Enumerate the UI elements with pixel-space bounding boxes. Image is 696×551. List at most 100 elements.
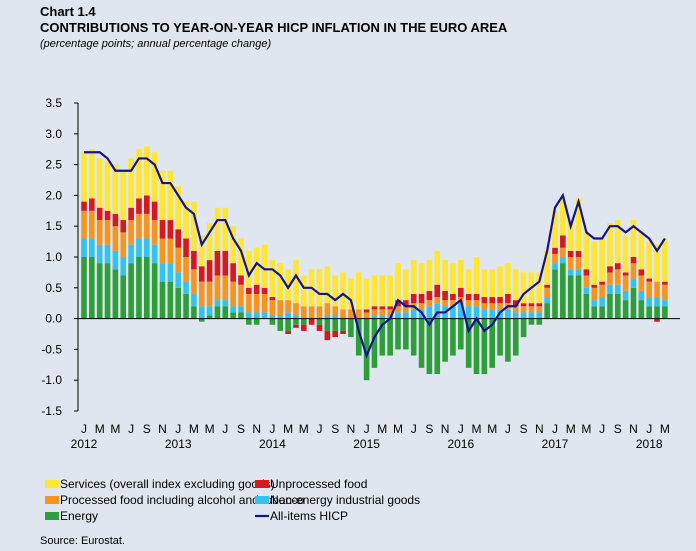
bar-segment: [473, 257, 480, 294]
bar-segment: [230, 226, 236, 264]
bar-segment: [371, 275, 378, 307]
bar-segment: [128, 263, 134, 319]
bar-segment: [269, 297, 276, 301]
bar-segment: [395, 263, 401, 301]
bar-segment: [308, 318, 315, 325]
bar-segment: [410, 309, 417, 319]
x-tick-label: S: [614, 422, 622, 436]
bar-segment: [285, 269, 291, 301]
bar-segment: [662, 281, 668, 285]
bar-segment: [238, 312, 244, 319]
bar-segment: [418, 303, 425, 310]
bar-segment: [191, 306, 197, 319]
bar-segment: [136, 198, 142, 214]
bar-segment: [120, 275, 127, 319]
x-tick-label: N: [535, 422, 544, 436]
bar-segment: [89, 210, 95, 239]
bar-segment: [89, 257, 95, 319]
bar-segment: [583, 275, 590, 288]
bar-segment: [371, 315, 378, 319]
bar-segment: [144, 146, 150, 196]
x-tick-label: M: [377, 422, 387, 436]
bar-segment: [332, 315, 338, 319]
bar-segment: [442, 318, 448, 362]
year-label: 2013: [165, 437, 192, 451]
bar-segment: [434, 284, 441, 298]
bar-segment: [458, 287, 464, 298]
bar-segment: [136, 257, 142, 319]
bar-segment: [434, 318, 441, 375]
bar-segment: [654, 281, 660, 298]
bar-segment: [89, 149, 95, 199]
bar-segment: [622, 290, 629, 301]
year-label: 2015: [353, 437, 380, 451]
bar-segment: [615, 293, 621, 319]
bar-segment: [403, 312, 409, 319]
bar-segment: [293, 303, 299, 316]
bar-segment: [591, 284, 598, 288]
y-tick-label: 3.5: [45, 96, 62, 110]
bar-segment: [355, 318, 362, 356]
bar-segment: [622, 235, 629, 273]
bar-segment: [136, 213, 142, 239]
bar-segment: [159, 220, 166, 239]
bar-segment: [183, 293, 189, 319]
bar-segment: [387, 318, 393, 356]
bar-segment: [214, 306, 221, 319]
bar-segment: [646, 297, 652, 307]
bar-segment: [450, 306, 456, 319]
bar-segment: [567, 250, 574, 257]
x-tick-label: N: [347, 422, 356, 436]
y-tick-label: 1.5: [45, 219, 62, 233]
y-tick-label: 1.0: [45, 250, 62, 264]
bar-segment: [191, 269, 197, 294]
bar-segment: [214, 250, 221, 276]
bar-segment: [120, 257, 127, 276]
bar-segment: [410, 318, 417, 356]
bar-segment: [167, 238, 174, 264]
bar-segment: [363, 318, 370, 381]
bar-segment: [285, 300, 291, 313]
bar-segment: [332, 318, 338, 331]
bar-segment: [473, 293, 480, 301]
bar-segment: [120, 170, 127, 221]
bar-segment: [293, 260, 299, 304]
bar-segment: [151, 201, 158, 221]
bar-segment: [654, 318, 660, 322]
bar-segment: [198, 266, 205, 282]
bar-segment: [191, 250, 197, 270]
bar-segment: [363, 312, 370, 319]
bar-segment: [544, 297, 550, 304]
bar-segment: [591, 287, 598, 301]
bar-segment: [253, 312, 260, 319]
bar-segment: [214, 207, 221, 251]
legend-label: Unprocessed food: [270, 477, 367, 491]
bar-segment: [489, 303, 495, 310]
legend-swatch: [45, 512, 59, 520]
bar-segment: [638, 300, 645, 319]
bar-segment: [575, 250, 582, 257]
bar-segment: [112, 213, 119, 227]
bar-segment: [662, 300, 668, 307]
y-tick-label: 2.5: [45, 158, 62, 172]
bar-segment: [144, 238, 150, 257]
bar-segment: [536, 318, 543, 325]
bar-segment: [261, 287, 268, 294]
bar-segment: [607, 223, 613, 267]
bar-segment: [552, 253, 558, 264]
bar-segment: [379, 309, 386, 316]
bar-segment: [418, 293, 425, 304]
bar-segment: [418, 263, 425, 294]
bar-segment: [222, 207, 229, 251]
bar-segment: [340, 272, 346, 310]
bar-segment: [520, 312, 527, 319]
bar-segment: [198, 318, 205, 322]
x-tick-label: N: [441, 422, 450, 436]
bar-segment: [112, 269, 119, 319]
bar-segment: [489, 318, 495, 368]
bar-segment: [104, 210, 111, 221]
x-tick-label: J: [128, 422, 134, 436]
bar-segment: [167, 220, 174, 239]
y-tick-label: 0.0: [45, 312, 62, 326]
